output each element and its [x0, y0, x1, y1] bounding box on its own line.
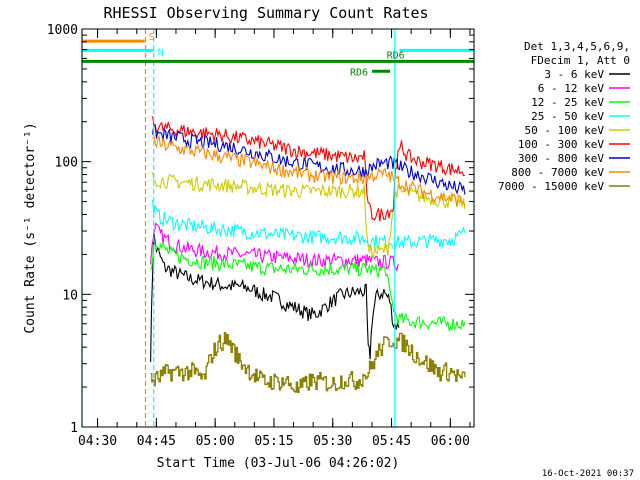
flag-label-5: RD6: [350, 67, 368, 78]
y-tick-label-2: 10: [62, 288, 78, 303]
legend-entry-label-5: 50 - 100 keV: [525, 124, 605, 137]
series-line-9: [150, 332, 466, 394]
y-tick-label-3: 100: [55, 156, 78, 171]
series-line-2: [150, 222, 399, 273]
legend-header-1: Det 1,3,4,5,6,9,: [524, 40, 630, 53]
legend-entry-label-7: 300 - 800 keV: [518, 152, 604, 165]
series-group: [150, 116, 466, 394]
y-tick-label-1: 1: [70, 421, 78, 436]
series-line-7: [152, 124, 466, 195]
x-tick-label-5: 05:30: [313, 434, 352, 449]
x-tick-label-7: 06:00: [431, 434, 470, 449]
legend-entry-label-1: 3 - 6 keV: [544, 68, 604, 81]
legend-header-2: FDecim 1, Att 0: [531, 54, 630, 67]
legend-entry-label-6: 100 - 300 keV: [518, 138, 604, 151]
x-tick-label-2: 04:45: [137, 434, 176, 449]
series-line-3: [150, 241, 466, 333]
series-line-5: [152, 172, 466, 259]
legend-entry-label-2: 6 - 12 keV: [538, 82, 605, 95]
generation-timestamp: 16-Oct-2021 00:37: [542, 469, 634, 479]
legend-entry-label-9: 7000 - 15000 keV: [498, 180, 604, 193]
x-tick-label-1: 04:30: [78, 434, 117, 449]
flag-label-1: S: [149, 32, 155, 43]
x-tick-label-4: 05:15: [254, 434, 293, 449]
axes-group: 1 10 100 1000 04:30 04:45 05:00 05:15 05:30 05:45…: [47, 23, 474, 449]
chart-title: RHESSI Observing Summary Count Rates: [103, 4, 428, 22]
x-tick-label-6: 05:45: [372, 434, 411, 449]
legend-entry-label-3: 12 - 25 keV: [531, 96, 604, 109]
legend-entry-label-8: 800 - 7000 keV: [511, 166, 604, 179]
flag-label-4: RD6: [387, 50, 405, 61]
plot-frame: [81, 28, 475, 428]
series-line-4: [152, 200, 466, 251]
flag-label-2: N: [158, 47, 164, 58]
series-line-8: [152, 134, 466, 207]
x-tick-label-3: 05:00: [196, 434, 235, 449]
y-tick-label-4: 1000: [47, 23, 78, 38]
y-axis-label: Count Rate (s⁻¹ detector⁻¹): [23, 122, 38, 333]
series-line-1: [150, 231, 400, 363]
x-axis-label: Start Time (03-Jul-06 04:26:02): [157, 456, 400, 471]
legend-entry-label-4: 25 - 50 keV: [531, 110, 604, 123]
legend: Det 1,3,4,5,6,9,FDecim 1, Att 03 - 6 keV…: [498, 40, 630, 193]
